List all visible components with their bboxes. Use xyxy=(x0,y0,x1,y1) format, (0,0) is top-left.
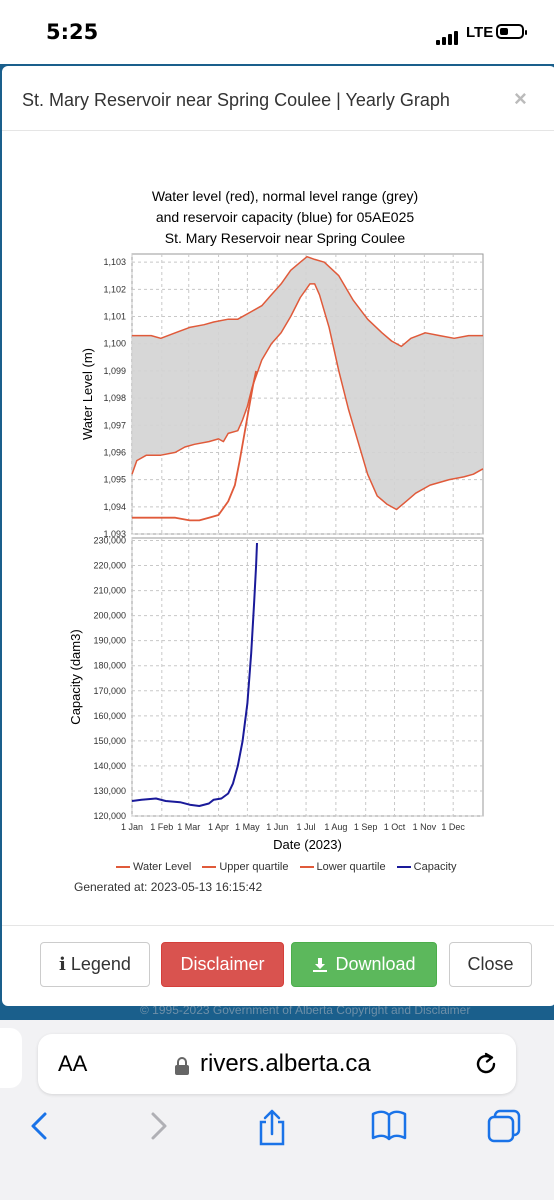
y-tick-label: 170,000 xyxy=(93,686,126,696)
legend-label: Upper quartile xyxy=(219,861,289,873)
y-tick-label: 1,093 xyxy=(103,529,126,539)
capacity-line xyxy=(131,542,258,807)
x-tick-label: 1 Mar xyxy=(177,822,200,832)
y-tick-label: 1,099 xyxy=(103,366,126,376)
text-size-button[interactable]: AA xyxy=(58,1051,87,1077)
x-tick-label: 1 Jun xyxy=(266,822,288,832)
previous-tab-preview[interactable] xyxy=(0,1028,22,1088)
y-tick-label: 1,101 xyxy=(103,312,126,322)
chart-title: Water level (red), normal level range (g… xyxy=(100,186,470,249)
y-tick-label: 160,000 xyxy=(93,711,126,721)
x-tick-label: 1 Jul xyxy=(297,822,316,832)
status-time: 5:25 xyxy=(46,20,99,44)
legend-label: Water Level xyxy=(133,861,192,873)
y-tick-label: 1,094 xyxy=(103,502,126,512)
y-tick-label: 180,000 xyxy=(93,661,126,671)
forward-icon[interactable] xyxy=(144,1108,172,1144)
y-tick-label: 1,102 xyxy=(103,284,126,294)
download-icon xyxy=(313,957,328,972)
download-button[interactable]: Download xyxy=(291,942,437,987)
text-size-label: AA xyxy=(58,1051,88,1076)
y-tick-label: 1,096 xyxy=(103,447,126,457)
legend-item-capacity: Capacity xyxy=(396,861,457,873)
legend-label: Lower quartile xyxy=(316,861,386,873)
y-tick-label: 1,095 xyxy=(103,475,126,485)
x-axis-label: Date (2023) xyxy=(273,837,342,852)
network-label: LTE xyxy=(466,24,494,41)
y-tick-label: 1,100 xyxy=(103,339,126,349)
yearly-graph: 1 Jan 1 Feb 1 Mar 1 Apr 1 May 1 Jun 1 Jul 1 Aug… xyxy=(68,253,484,852)
legend-item-upper-quartile: Upper quartile xyxy=(202,861,288,873)
y-tick-label: 1,103 xyxy=(103,257,126,267)
back-icon[interactable] xyxy=(26,1108,54,1144)
y-tick-label: 1,097 xyxy=(103,420,126,430)
reload-icon[interactable] xyxy=(472,1050,500,1078)
x-tick-label: 1 Sep xyxy=(354,822,378,832)
footer-copyright: © 1995-2023 Government of Alberta Copyri… xyxy=(140,1006,471,1017)
x-tick-label: 1 Feb xyxy=(150,822,173,832)
signal-icon xyxy=(436,27,460,45)
upper-quartile-line xyxy=(132,255,483,348)
y-tick-label: 230,000 xyxy=(93,536,126,546)
share-icon[interactable] xyxy=(256,1108,288,1148)
modal-close-icon[interactable]: × xyxy=(514,86,527,111)
graph-modal xyxy=(2,66,554,1006)
x-tick-label: 1 May xyxy=(235,822,260,832)
normal-range-band xyxy=(132,256,483,510)
x-tick-label: 1 Apr xyxy=(208,822,229,832)
legend-label: Capacity xyxy=(413,861,457,873)
chart-title-line-3: St. Mary Reservoir near Spring Coulee xyxy=(164,230,406,246)
modal-header-divider xyxy=(2,130,554,131)
download-button-label: Download xyxy=(335,954,416,974)
legend-item-lower-quartile: Lower quartile xyxy=(299,861,386,873)
bookmarks-icon[interactable] xyxy=(370,1108,408,1142)
water-level-line xyxy=(132,370,257,522)
generated-timestamp: Generated at: 2023-05-13 16:15:42 xyxy=(74,880,263,894)
y-tick-label: 210,000 xyxy=(93,586,126,596)
x-tick-label: 1 Oct xyxy=(384,822,406,832)
y-tick-label: 140,000 xyxy=(93,761,126,771)
close-button[interactable]: Close xyxy=(449,942,532,987)
legend-button-label: Legend xyxy=(70,954,131,974)
y-axis-label-top: Water Level (m) xyxy=(80,348,95,440)
battery-icon xyxy=(496,24,527,39)
x-tick-label: 1 Nov xyxy=(413,822,437,832)
browser-toolbar xyxy=(0,1100,554,1200)
disclaimer-button[interactable]: Disclaimer xyxy=(161,942,284,987)
status-bar: 5:25 LTE xyxy=(0,0,554,64)
y-tick-label: 220,000 xyxy=(93,561,126,571)
y-tick-label: 120,000 xyxy=(93,811,126,821)
lower-quartile-line xyxy=(131,283,484,511)
x-tick-label: 1 Jan xyxy=(121,822,143,832)
chart-title-line-2: and reservoir capacity (blue) for 05AE02… xyxy=(155,209,415,225)
page-footer: © 1995-2023 Government of Alberta Copyri… xyxy=(0,1006,554,1020)
y-tick-label: 150,000 xyxy=(93,736,126,746)
chart-legend: Water Level Upper quartile Lower quartil… xyxy=(116,861,464,873)
bottom-plot-area xyxy=(131,537,484,817)
y-tick-label: 200,000 xyxy=(93,611,126,621)
url-text[interactable]: rivers.alberta.ca xyxy=(200,1050,371,1077)
modal-footer-divider xyxy=(2,925,554,926)
y-tick-label: 190,000 xyxy=(93,636,126,646)
address-bar[interactable]: AA rivers.alberta.ca xyxy=(38,1034,516,1094)
chart-title-line-1: Water level (red), normal level range (g… xyxy=(151,188,419,204)
browser-address-area: AA rivers.alberta.ca xyxy=(0,1020,554,1100)
y-tick-label: 130,000 xyxy=(93,786,126,796)
tabs-icon[interactable] xyxy=(486,1108,522,1144)
info-icon: i xyxy=(59,954,66,975)
lock-icon xyxy=(175,1057,189,1075)
legend-item-water-level: Water Level xyxy=(116,861,191,873)
disclaimer-button-label: Disclaimer xyxy=(180,954,265,974)
x-tick-label: 1 Aug xyxy=(324,822,347,832)
y-axis-label-bottom: Capacity (dam3) xyxy=(68,629,83,724)
x-tick-label: 1 Dec xyxy=(441,822,465,832)
legend-button[interactable]: i Legend xyxy=(40,942,150,987)
close-button-label: Close xyxy=(467,954,514,974)
y-tick-label: 1,098 xyxy=(103,393,126,403)
modal-title: St. Mary Reservoir near Spring Coulee | … xyxy=(22,90,450,110)
